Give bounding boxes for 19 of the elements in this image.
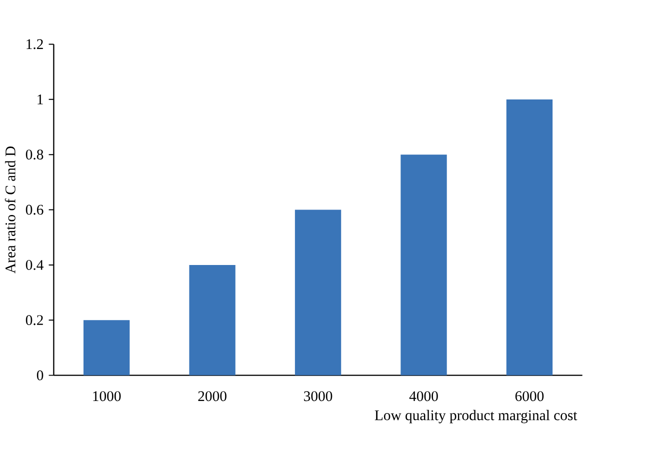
- bar: [294, 210, 342, 376]
- y-tick-label: 0: [36, 370, 44, 380]
- y-axis-title: Area ratio of C and D: [4, 146, 16, 274]
- x-tick-label: 6000: [515, 391, 544, 402]
- bar: [400, 154, 447, 376]
- y-tick-label: 1: [38, 94, 43, 104]
- bar: [83, 320, 130, 376]
- y-tick-label: 0.6: [26, 204, 44, 215]
- x-tick-label: 4000: [409, 391, 438, 402]
- bar: [189, 264, 236, 376]
- x-tick-label: 2000: [198, 391, 226, 402]
- y-tick-label: 0.2: [26, 315, 43, 326]
- y-tick-label: 0.4: [26, 260, 44, 270]
- x-tick-label: 3000: [304, 391, 332, 402]
- y-tick-label: 0.8: [26, 150, 44, 160]
- bar: [506, 99, 553, 376]
- x-tick-label: 1000: [93, 391, 121, 402]
- y-tick-label: 1.2: [26, 39, 43, 50]
- x-axis-title: Low quality product marginal cost: [374, 410, 578, 424]
